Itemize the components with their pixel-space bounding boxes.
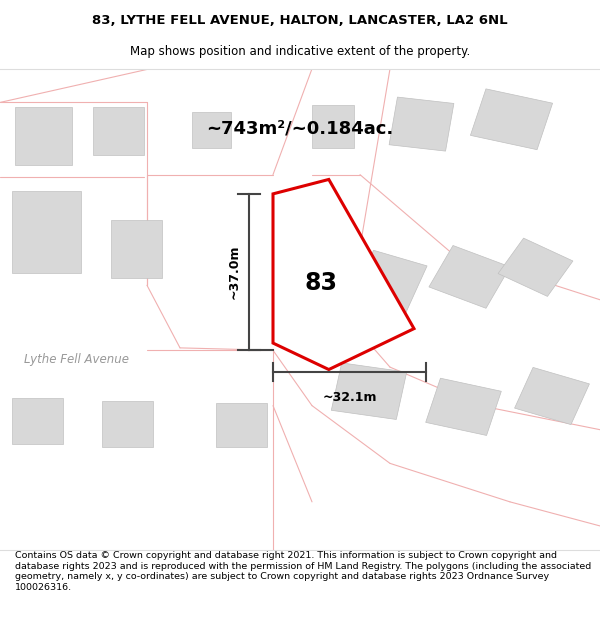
Text: Map shows position and indicative extent of the property.: Map shows position and indicative extent… bbox=[130, 45, 470, 58]
Polygon shape bbox=[425, 378, 502, 436]
Text: ~743m²/~0.184ac.: ~743m²/~0.184ac. bbox=[206, 120, 394, 138]
Polygon shape bbox=[515, 368, 589, 424]
Polygon shape bbox=[498, 238, 573, 296]
Text: ~32.1m: ~32.1m bbox=[322, 391, 377, 404]
Polygon shape bbox=[280, 259, 335, 311]
Text: ~37.0m: ~37.0m bbox=[227, 245, 241, 299]
Polygon shape bbox=[12, 398, 63, 444]
Text: 83, LYTHE FELL AVENUE, HALTON, LANCASTER, LA2 6NL: 83, LYTHE FELL AVENUE, HALTON, LANCASTER… bbox=[92, 14, 508, 27]
Polygon shape bbox=[102, 401, 153, 446]
Polygon shape bbox=[111, 221, 162, 278]
Polygon shape bbox=[15, 107, 72, 165]
Polygon shape bbox=[350, 250, 427, 318]
Text: Contains OS data © Crown copyright and database right 2021. This information is : Contains OS data © Crown copyright and d… bbox=[15, 551, 591, 592]
Polygon shape bbox=[273, 179, 414, 369]
Polygon shape bbox=[93, 107, 144, 156]
Polygon shape bbox=[192, 112, 231, 148]
Polygon shape bbox=[331, 363, 407, 419]
Text: Lythe Fell Avenue: Lythe Fell Avenue bbox=[24, 353, 129, 366]
Polygon shape bbox=[429, 246, 510, 308]
Polygon shape bbox=[216, 403, 267, 446]
Polygon shape bbox=[389, 97, 454, 151]
Polygon shape bbox=[470, 89, 553, 149]
Polygon shape bbox=[12, 191, 81, 273]
Text: 83: 83 bbox=[305, 271, 337, 295]
Polygon shape bbox=[312, 105, 354, 148]
